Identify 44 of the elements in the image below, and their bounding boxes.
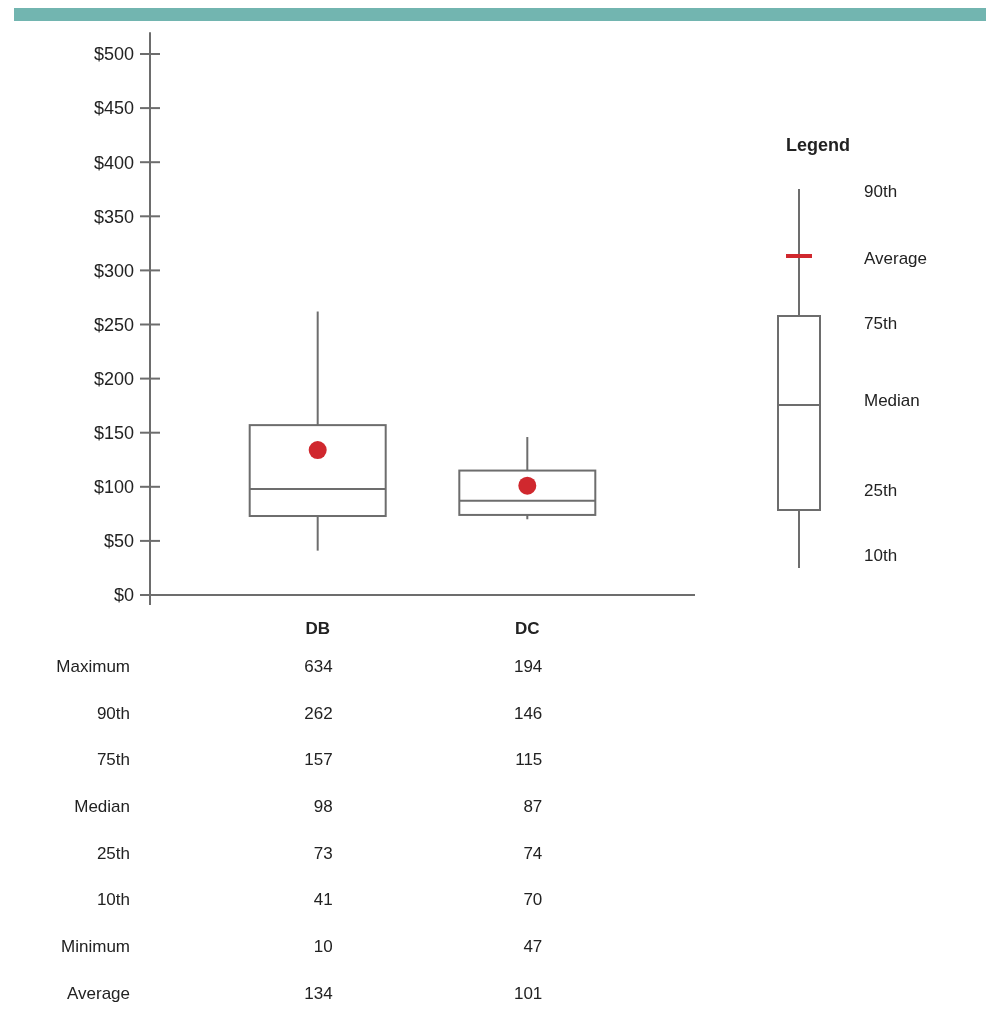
text: 634 xyxy=(304,656,333,676)
text: 262 xyxy=(304,703,333,723)
x-tick-label: DC xyxy=(515,619,540,638)
text: 101 xyxy=(513,983,543,1003)
y-tick-label: $50 xyxy=(103,531,134,552)
text: 73 xyxy=(313,843,333,863)
y-tick-label: $400 xyxy=(93,152,134,173)
y-tick-label: $500 xyxy=(93,44,134,65)
text: Median xyxy=(74,797,130,817)
y-tick-label: $250 xyxy=(93,314,134,335)
y-tick-label: $150 xyxy=(93,423,134,443)
text: 90th xyxy=(96,703,130,723)
text: 70 xyxy=(523,890,543,910)
y-tick-label: $300 xyxy=(93,260,134,281)
text: 98 xyxy=(313,797,333,817)
x-tick-label: DB xyxy=(305,619,330,638)
text: 90th xyxy=(864,181,898,201)
text: 194 xyxy=(513,656,543,676)
y-tick-label: $450 xyxy=(93,98,134,119)
text: 41 xyxy=(313,890,333,910)
text: 87 xyxy=(523,797,543,817)
legend-title: Legend xyxy=(785,135,851,156)
text: 25th xyxy=(864,480,898,500)
text: Median xyxy=(864,390,920,410)
text: 25th xyxy=(96,843,130,863)
text: 146 xyxy=(513,703,543,723)
text: 115 xyxy=(515,750,543,770)
text: 74 xyxy=(523,843,543,863)
text: Maximum xyxy=(56,656,130,676)
text: 10th xyxy=(96,890,130,910)
text: 157 xyxy=(304,750,333,770)
text: 47 xyxy=(523,937,543,957)
y-tick-label: $350 xyxy=(93,206,134,227)
text: Average xyxy=(864,248,928,268)
text: 75th xyxy=(864,313,898,333)
text: 10th xyxy=(864,545,898,565)
text: Minimum xyxy=(61,937,130,957)
y-tick-label: $100 xyxy=(93,477,134,498)
text: 75th xyxy=(96,750,130,770)
y-tick-label: $0 xyxy=(113,585,134,606)
y-tick-label: $200 xyxy=(93,368,134,389)
text: 10 xyxy=(313,937,333,957)
text: 134 xyxy=(304,983,333,1003)
text: Average xyxy=(66,983,130,1003)
